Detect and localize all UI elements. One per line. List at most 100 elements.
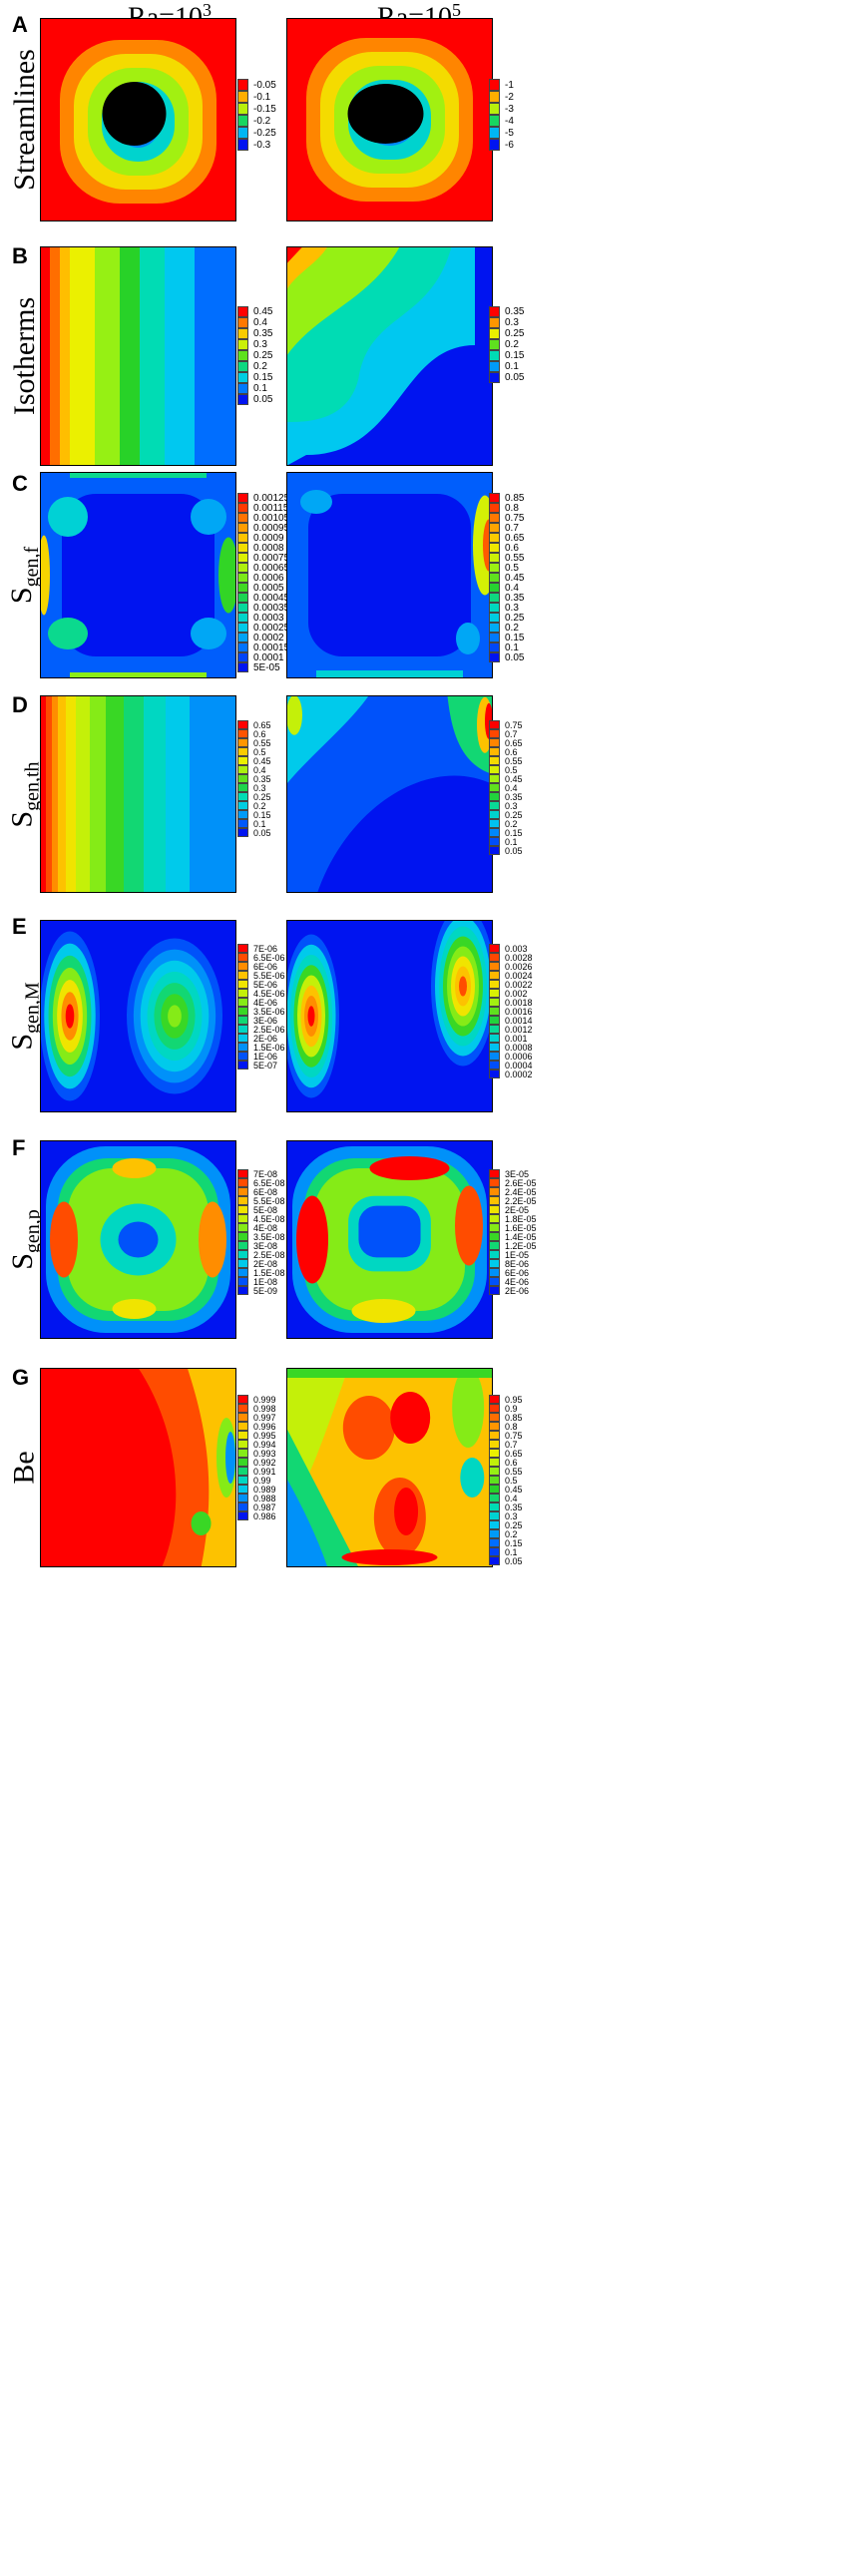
legend-label: 6E-06	[505, 1267, 530, 1278]
contour-canvas	[40, 1140, 236, 1339]
legend-label: 0.1	[505, 836, 518, 847]
legend-swatch	[489, 1395, 500, 1404]
legend-entry: 3E-05	[489, 1169, 537, 1179]
legend-entry: 0.2	[489, 1529, 523, 1539]
legend-entry: 0.65	[489, 738, 523, 748]
contour-band	[342, 1396, 395, 1460]
legend-entry: 6E-06	[237, 961, 285, 972]
legend-swatch	[237, 1476, 248, 1485]
legend-label: 0.35	[505, 306, 525, 317]
legend-entry: 0.00045	[237, 593, 289, 604]
legend-swatch	[237, 1196, 248, 1205]
legend-entry: 0.99	[237, 1476, 276, 1486]
legend-swatch	[489, 583, 500, 593]
legend-label: 0.0006	[505, 1051, 533, 1062]
legend-entry: 0.75	[489, 513, 524, 524]
row-label-a: Streamlines	[8, 18, 42, 221]
legend-entry: -0.15	[237, 103, 276, 115]
contour-band	[351, 1299, 416, 1323]
legend-swatch	[489, 998, 500, 1007]
legend-entry: 4.5E-08	[237, 1214, 285, 1224]
legend-label: 0.2	[253, 361, 267, 372]
legend-swatch	[489, 1431, 500, 1440]
legend-swatch	[237, 1511, 248, 1520]
legend-label: 0.1	[505, 1546, 518, 1557]
legend-swatch	[237, 328, 248, 339]
legend-swatch	[237, 1458, 248, 1467]
legend-entry: 0.15	[489, 828, 523, 838]
contour-plot-b-1	[40, 246, 236, 466]
color-legend-b-2: 0.35 0.3 0.25 0.2 0.15 0.1 0.05	[489, 306, 524, 383]
color-legend-g-2: 0.95 0.9 0.85 0.8 0.75 0.7 0.65 0.6 0.55 0.5 0.45 0…	[489, 1395, 523, 1566]
legend-entry: 0.995	[237, 1431, 276, 1441]
legend-swatch	[489, 613, 500, 623]
legend-swatch	[489, 1052, 500, 1061]
contour-band	[296, 1195, 328, 1284]
legend-entry: 2E-06	[237, 1033, 285, 1044]
legend-entry: 0.0028	[489, 952, 533, 963]
legend-swatch	[237, 127, 248, 139]
contour-canvas	[286, 920, 493, 1112]
color-legend-b-1: 0.45 0.4 0.35 0.3 0.25 0.2 0.15 0.1 0.05	[237, 306, 272, 405]
legend-swatch	[489, 643, 500, 652]
legend-entry: 0.0002	[489, 1070, 533, 1079]
legend-label: -5	[505, 127, 514, 139]
legend-entry: 0.00035	[237, 603, 289, 614]
legend-swatch	[489, 372, 500, 383]
panel-letter-f: F	[12, 1135, 26, 1160]
legend-entry: 0.1	[489, 642, 524, 653]
legend-label: 6E-06	[253, 961, 278, 972]
legend-label: 0.6	[505, 1457, 518, 1468]
legend-swatch	[237, 720, 248, 729]
legend-entry: 0.25	[489, 328, 524, 339]
legend-swatch	[237, 1043, 248, 1052]
legend-swatch	[489, 819, 500, 828]
legend-label: 0.989	[253, 1484, 276, 1495]
legend-label: 1.5E-08	[253, 1267, 285, 1278]
plot-frame	[40, 472, 236, 678]
legend-swatch	[237, 115, 248, 127]
legend-swatch	[489, 801, 500, 810]
legend-entry: 0.45	[489, 774, 523, 784]
legend-entry: 0.3	[489, 1511, 523, 1521]
legend-entry: 0.00065	[237, 562, 290, 574]
legend-swatch	[237, 747, 248, 756]
legend-label: 0.0028	[505, 952, 533, 963]
legend-label: 0.45	[505, 1484, 523, 1495]
legend-entry: 0.999	[237, 1395, 276, 1405]
contour-band	[455, 1185, 483, 1266]
contour-band	[140, 246, 167, 466]
legend-label: 0.00095	[253, 522, 290, 534]
contour-plot-d-2	[286, 695, 493, 893]
legend-entry: 0.65	[237, 720, 271, 730]
legend-label: 0.992	[253, 1457, 276, 1468]
legend-label: 0.1	[505, 642, 519, 653]
legend-label: 0.0012	[505, 1024, 533, 1035]
legend-swatch	[237, 339, 248, 350]
legend-label: 0.003	[505, 943, 528, 954]
legend-entry: 0.5	[237, 747, 271, 757]
legend-label: 0.05	[505, 651, 525, 663]
legend-entry: 1.8E-05	[489, 1214, 537, 1224]
legend-swatch	[237, 1007, 248, 1016]
legend-swatch	[237, 828, 248, 837]
legend-label: 0.35	[253, 328, 273, 339]
legend-label: 0.996	[253, 1421, 276, 1432]
legend-entry: 0.55	[237, 738, 271, 748]
contour-band	[66, 695, 78, 893]
contour-band	[307, 1006, 315, 1027]
legend-entry: 4.5E-06	[237, 989, 285, 999]
legend-entry: 0.1	[237, 383, 272, 394]
contour-band	[308, 494, 471, 656]
legend-entry: 0.05	[489, 846, 523, 856]
legend-swatch	[237, 1187, 248, 1196]
legend-entry: 0.998	[237, 1404, 276, 1414]
color-legend-d-2: 0.75 0.7 0.65 0.6 0.55 0.5 0.45 0.4 0.35 0.3 0.25 0…	[489, 720, 523, 856]
legend-swatch	[237, 1223, 248, 1232]
legend-label: 2E-06	[253, 1033, 278, 1044]
legend-swatch	[237, 1178, 248, 1187]
legend-entry: -0.1	[237, 91, 276, 103]
legend-label: 0.00065	[253, 562, 290, 574]
contour-canvas	[40, 695, 236, 893]
legend-entry: 1E-06	[237, 1052, 285, 1062]
